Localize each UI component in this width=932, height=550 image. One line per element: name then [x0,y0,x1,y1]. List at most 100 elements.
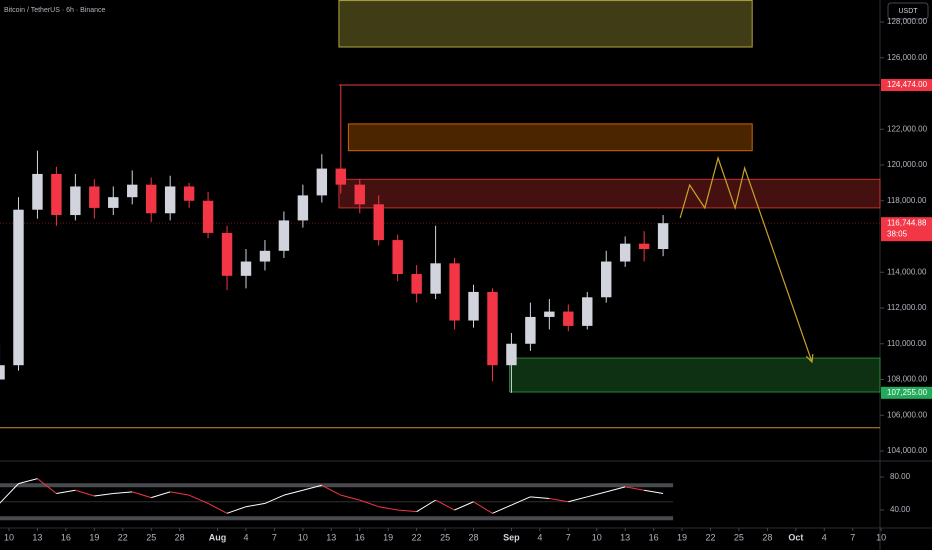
candle-body [601,261,612,298]
rsi-segment [397,509,417,513]
currency-button[interactable] [887,2,929,20]
price-tag [881,217,932,242]
rsi-segment [56,489,76,495]
rsi-segment [75,489,95,497]
rsi-tick-label: 40.00 [890,505,911,514]
rsi-segment [473,501,493,514]
candle-body [108,197,119,208]
x-tick-label: 16 [355,532,365,542]
x-tick-label: 13 [32,532,42,542]
rsi-segment [568,496,588,503]
rsi-segment [644,489,664,495]
currency-label[interactable]: USDT [898,8,918,15]
rsi-segment [113,491,133,495]
candle-body [127,184,138,198]
rsi-segment [416,499,436,513]
price-tag-countdown: 38:05 [887,229,908,238]
y-tick-label: 122,000.00 [887,124,928,133]
x-tick-label: 4 [822,532,827,542]
candle-body [164,186,176,214]
x-tick-label: 19 [677,532,687,542]
x-tick-label: 25 [440,532,450,542]
x-tick-label: 10 [876,532,886,542]
candle-body [354,184,365,205]
candle-body [70,186,81,216]
rsi-segment [226,506,247,514]
candle-body [638,243,650,250]
rsi-segment [492,504,512,514]
candle-body [392,240,403,275]
rsi-segment [587,491,607,498]
candle-body [487,291,498,366]
rsi-segment [549,497,569,503]
x-tick-label: Oct [788,532,803,542]
y-tick-label: 110,000.00 [887,339,927,348]
x-tick-label: 13 [326,532,336,542]
candle-body [525,316,536,344]
x-tick-label: 22 [705,532,715,542]
candle-body [619,243,631,262]
rsi-segment [321,484,342,496]
x-tick-label: 4 [537,532,542,542]
x-tick-label: 25 [146,532,156,542]
candle-body [582,297,593,326]
x-tick-label: Sep [503,532,520,542]
y-tick-label: 118,000.00 [887,196,927,205]
candle-body [278,220,290,251]
rsi-segment [170,491,190,496]
candle-body [259,250,271,262]
price-tag-label: 107,255.00 [887,388,928,397]
y-tick-label: 114,000.00 [887,267,927,276]
x-tick-label: 25 [734,532,744,542]
x-tick-label: 7 [850,532,855,542]
rsi-segment [94,493,114,497]
x-tick-label: 4 [243,532,248,542]
y-tick-label: 126,000.00 [887,53,928,62]
rsi-segment [302,484,322,491]
y-tick-label: 120,000.00 [887,160,928,169]
rsi-segment [18,478,38,485]
y-tick-label: 106,000.00 [887,410,928,419]
candle-body [506,343,517,366]
x-tick-label: 10 [298,532,308,542]
x-tick-label: 16 [649,532,659,542]
candle-body [202,200,214,233]
x-tick-label: 28 [469,532,479,542]
rsi-segment [378,506,398,511]
rsi-segment [283,489,304,496]
x-tick-label: 22 [412,532,422,542]
rsi-segment [359,499,379,508]
x-tick-label: 13 [620,532,630,542]
x-tick-label: Aug [209,532,227,542]
candle-body [468,291,479,321]
rsi-tick-label: 80.00 [890,472,911,481]
y-tick-label: 108,000.00 [887,375,928,384]
zone [338,0,753,48]
x-tick-label: 7 [566,532,571,542]
candle-body [563,311,574,326]
x-tick-label: 28 [762,532,772,542]
rsi-segment [625,486,645,491]
candle-body [449,263,460,321]
zone [509,357,881,393]
x-tick-label: 19 [89,532,99,542]
y-tick-label: 104,000.00 [887,446,928,455]
rsi-segment [435,499,455,511]
price-tag-label: 124,474.00 [887,80,928,89]
x-tick-label: 10 [592,532,602,542]
candle-body [544,311,555,317]
rsi-segment [340,494,360,501]
rsi-segment [606,486,626,493]
candle-body [411,274,422,294]
y-tick-label: 128,000.00 [887,17,928,26]
rsi-segment [37,478,57,494]
x-tick-label: 22 [118,532,128,542]
x-tick-label: 19 [383,532,393,542]
candle-body [335,168,347,185]
projection-arrowhead [805,353,814,364]
rsi-segment [207,502,228,514]
candle-body [13,209,24,366]
